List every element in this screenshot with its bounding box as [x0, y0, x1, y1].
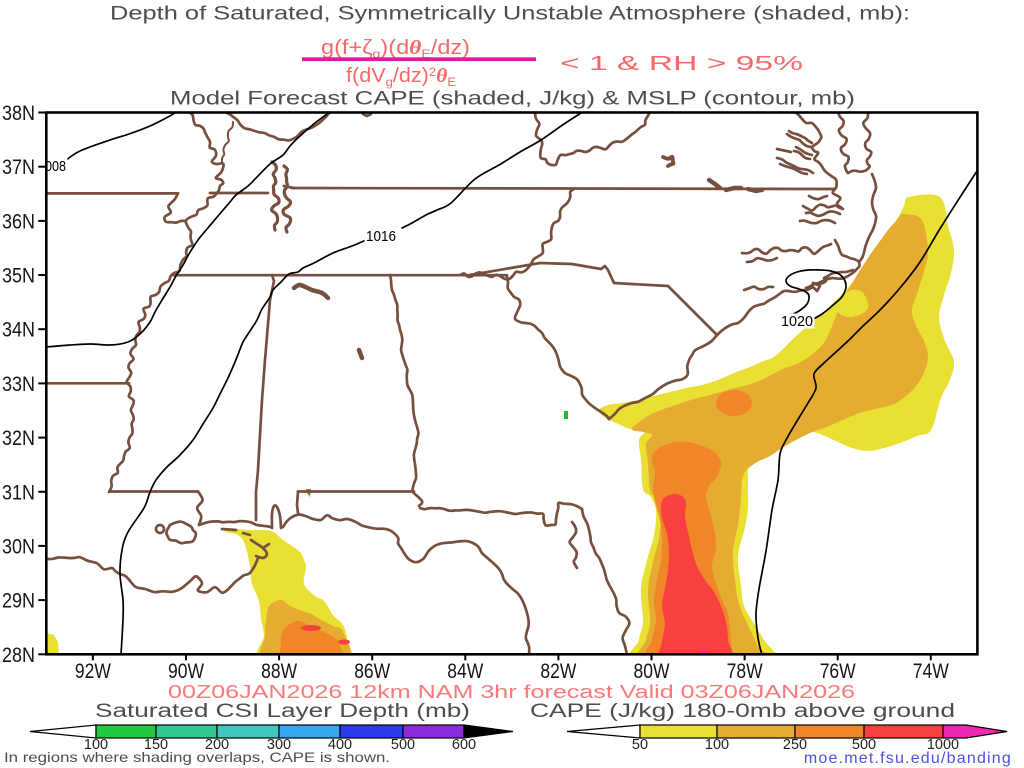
svg-text:250: 250 [783, 737, 807, 753]
svg-text:88W: 88W [261, 660, 297, 683]
svg-text:80W: 80W [634, 660, 670, 683]
svg-text:500: 500 [391, 737, 415, 753]
svg-text:100: 100 [705, 737, 729, 753]
svg-text:84W: 84W [447, 660, 483, 683]
svg-text:< 1 & RH > 95%: < 1 & RH > 95% [560, 53, 803, 75]
svg-text:82W: 82W [540, 660, 576, 683]
svg-text:31N: 31N [2, 481, 35, 504]
svg-text:90W: 90W [168, 660, 204, 683]
svg-text:100: 100 [84, 737, 108, 753]
svg-text:74W: 74W [913, 660, 949, 683]
svg-text:36N: 36N [2, 210, 35, 233]
svg-text:300: 300 [267, 737, 291, 753]
svg-text:400: 400 [328, 737, 352, 753]
svg-text:1016: 1016 [366, 228, 396, 245]
svg-text:92W: 92W [75, 660, 111, 683]
svg-text:29N: 29N [2, 590, 35, 613]
svg-text:50: 50 [632, 737, 648, 753]
svg-text:78W: 78W [727, 660, 763, 683]
svg-text:76W: 76W [820, 660, 856, 683]
svg-text:150: 150 [144, 737, 168, 753]
svg-text:38N: 38N [2, 102, 35, 125]
svg-text:f(dVg/dz)2θE: f(dV g/dz) 2θE [346, 65, 456, 89]
svg-text:moe.met.fsu.edu/banding: moe.met.fsu.edu/banding [804, 750, 1012, 767]
svg-text:200: 200 [205, 737, 229, 753]
svg-text:30N: 30N [2, 535, 35, 558]
svg-text:Saturated CSI Layer Depth (mb): Saturated CSI Layer Depth (mb) [95, 701, 470, 722]
svg-text:35N: 35N [2, 265, 35, 288]
svg-text:600: 600 [452, 737, 476, 753]
svg-text:1000: 1000 [927, 737, 959, 753]
svg-text:CAPE (J/kg) 180-0mb above grou: CAPE (J/kg) 180-0mb above ground [530, 701, 955, 722]
svg-text:1020: 1020 [781, 313, 813, 330]
svg-text:In regions where shading overl: In regions where shading overlaps, CAPE … [4, 749, 390, 765]
svg-text:500: 500 [852, 737, 876, 753]
svg-text:37N: 37N [2, 156, 35, 179]
svg-text:34N: 34N [2, 319, 35, 342]
svg-text:Model Forecast CAPE (shaded, J: Model Forecast CAPE (shaded, J/kg) & MSL… [170, 89, 855, 110]
svg-text:32N: 32N [2, 427, 35, 450]
svg-text:008: 008 [45, 158, 66, 175]
svg-text:00Z06JAN2026 12km NAM 3hr fore: 00Z06JAN2026 12km NAM 3hr forecast Valid… [168, 681, 855, 702]
svg-text:33N: 33N [2, 373, 35, 396]
svg-text:86W: 86W [354, 660, 390, 683]
svg-text:28N: 28N [2, 644, 35, 667]
svg-text:g(f+ζg)(dθE/dz): g(f+ζ g)(d θ E/dz) [321, 37, 470, 61]
svg-text:Depth of Saturated, Symmetrica: Depth of Saturated, Symmetrically Unstab… [110, 4, 910, 25]
